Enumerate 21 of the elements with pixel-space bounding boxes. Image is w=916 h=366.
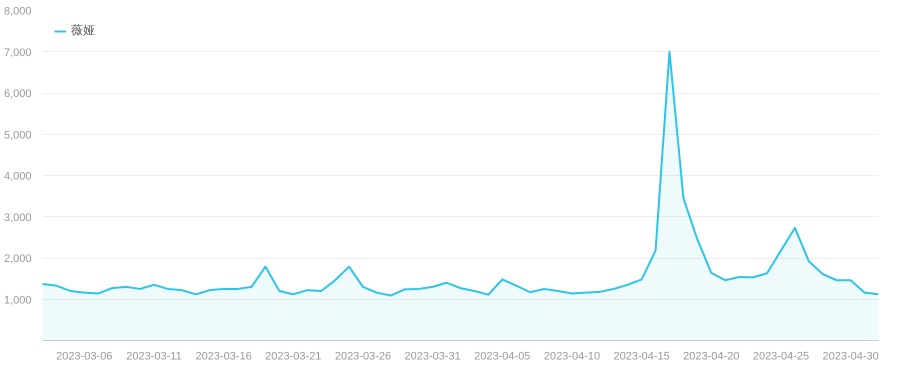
x-tick-label: 2023-04-10: [544, 350, 600, 362]
x-tick-label: 2023-03-21: [265, 350, 322, 362]
y-tick-label: 6,000: [4, 88, 32, 100]
x-tick-label: 2023-04-05: [474, 350, 530, 362]
y-tick-label: 8,000: [4, 6, 32, 18]
y-tick-label: 2,000: [4, 253, 32, 265]
x-tick-label: 2023-03-26: [334, 350, 392, 362]
y-tick-label: 5,000: [4, 129, 32, 142]
x-tick-label: 2023-04-15: [614, 350, 670, 362]
x-tick-label: 2023-04-30: [822, 350, 879, 362]
legend-label: 薇娅: [71, 22, 95, 39]
x-tick-label: 2023-04-20: [683, 350, 740, 362]
y-tick-label: 4,000: [4, 170, 32, 182]
y-tick-label: 3,000: [4, 212, 32, 224]
y-tick-label: 7,000: [4, 46, 32, 59]
x-tick-label: 2023-03-31: [404, 350, 461, 362]
x-tick-label: 2023-03-16: [196, 350, 252, 362]
x-tick-label: 2023-03-11: [126, 350, 182, 362]
y-tick-label: 1,000: [4, 294, 32, 306]
x-tick-label: 2023-04-25: [752, 350, 810, 362]
x-tick-label: 2023-03-06: [56, 350, 112, 362]
